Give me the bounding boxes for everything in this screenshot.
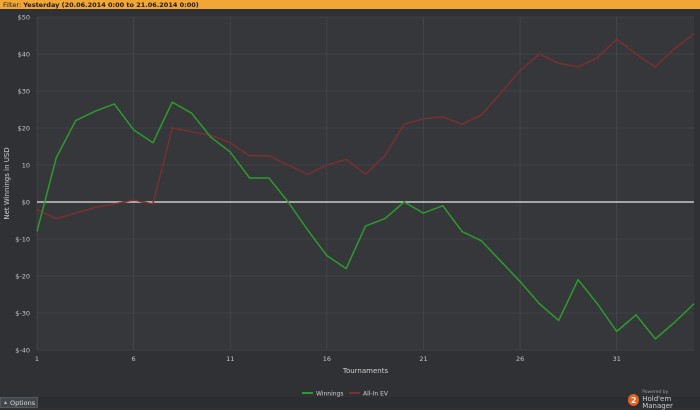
y-tick-label: $-10 [15,236,30,244]
y-axis-label: Net Winnings in USD [3,147,11,219]
y-tick-label: $20 [18,125,30,133]
y-tick-label: $-40 [15,347,30,355]
y-tick-label: $-20 [15,273,30,281]
powered-by-label: Powered by [642,390,669,395]
y-tick-label: $50 [18,14,30,22]
hm2-badge-icon: 2 [628,394,640,407]
brand-name: Hold'em Manager [642,394,673,410]
legend-label-allin-ev: All-In EV [363,390,389,397]
plot-area [37,17,694,350]
y-tick-label: $0 [22,199,30,207]
x-tick-label: 16 [323,355,331,363]
filter-value: Yesterday (20.06.2014 0:00 to 21.06.2014… [23,0,199,9]
y-tick-label: $40 [18,51,30,59]
x-tick-label: 21 [419,355,427,363]
x-tick-label: 26 [516,355,524,363]
x-axis-label: Tournaments [342,367,389,375]
chevron-up-icon: ▴ [4,399,8,406]
bottom-bar [0,397,700,408]
y-tick-label: 10 [22,162,30,170]
x-tick-label: 1 [35,355,39,363]
allin-ev-series-line [36,33,695,220]
filter-bar: Filter: Yesterday (20.06.2014 0:00 to 21… [0,0,700,9]
y-tick-label: $30 [18,88,30,96]
x-tick-label: 11 [226,355,234,363]
legend-label-winnings: Winnings [316,390,343,397]
brand-logo: 2 Powered by Hold'em Manager [628,390,700,410]
options-button[interactable]: ▴ Options [0,397,38,408]
x-tick-label: 6 [132,355,136,363]
options-label: Options [10,398,36,407]
x-tick-label: 31 [613,355,621,363]
y-tick-label: $-30 [15,310,30,318]
filter-label: Filter: [3,0,22,9]
winnings-series-line [36,101,695,340]
